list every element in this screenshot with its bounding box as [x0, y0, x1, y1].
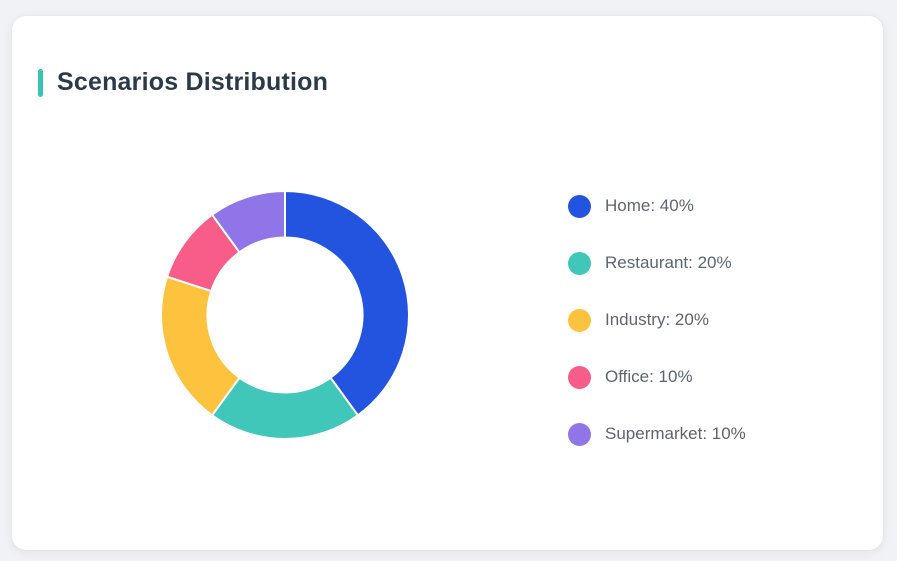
legend-item-restaurant[interactable]: Restaurant: 20% [568, 251, 746, 275]
legend-item-home[interactable]: Home: 40% [568, 194, 746, 218]
legend-label: Office: 10% [605, 367, 693, 386]
card-header: Scenarios Distribution [38, 68, 328, 97]
legend-item-supermarket[interactable]: Supermarket: 10% [568, 422, 746, 446]
legend-swatch-industry [568, 308, 591, 332]
title-accent-bar [38, 68, 43, 97]
legend-swatch-supermarket [568, 422, 591, 446]
scenarios-distribution-card: Scenarios Distribution Home: 40% Restaura… [12, 16, 883, 550]
legend-label: Home: 40% [605, 196, 694, 215]
donut-chart [160, 190, 410, 440]
legend-swatch-restaurant [568, 251, 591, 275]
legend-label: Restaurant: 20% [605, 253, 732, 272]
legend-swatch-office [568, 365, 591, 389]
legend-label: Supermarket: 10% [605, 424, 746, 443]
chart-legend: Home: 40% Restaurant: 20% Industry: 20% Off… [568, 194, 746, 479]
donut-slice-industry[interactable] [160, 275, 241, 417]
legend-item-industry[interactable]: Industry: 20% [568, 308, 746, 332]
legend-swatch-home [568, 194, 591, 218]
legend-label: Industry: 20% [605, 310, 709, 329]
donut-slice-home[interactable] [284, 190, 410, 417]
legend-item-office[interactable]: Office: 10% [568, 365, 746, 389]
card-title: Scenarios Distribution [57, 68, 329, 96]
donut-slice-supermarket[interactable] [211, 190, 286, 254]
